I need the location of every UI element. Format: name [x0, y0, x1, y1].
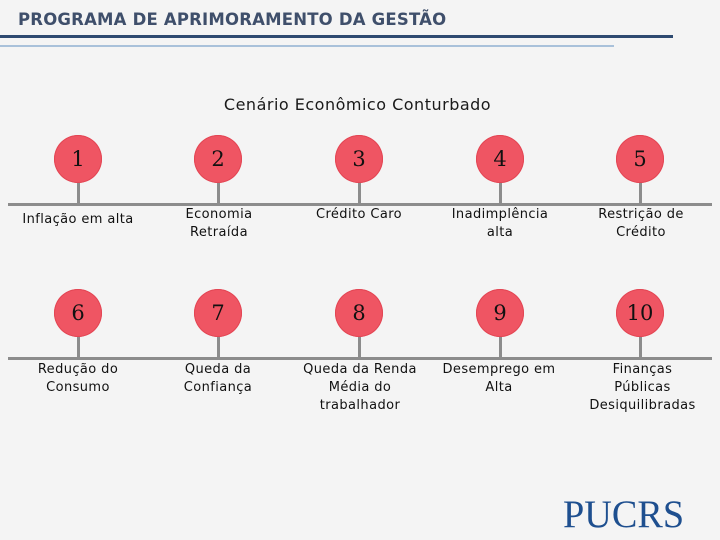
step-10-circle: 10 [616, 289, 664, 337]
stem-1 [77, 180, 80, 204]
timeline-line-row-1 [8, 203, 712, 206]
step-9-circle: 9 [476, 289, 524, 337]
stem-2 [217, 180, 220, 204]
step-4-circle: 4 [476, 135, 524, 183]
stem-9 [499, 334, 502, 358]
step-7-circle: 7 [194, 289, 242, 337]
stem-5 [639, 180, 642, 204]
header-rule-dark [0, 35, 673, 38]
step-4-label: Inadimplência alta [451, 207, 549, 240]
step-6-label: Redução do Consumo [37, 362, 119, 395]
step-2-label: Economia Retraída [185, 207, 253, 240]
step-9-label: Desemprego em Alta [442, 362, 556, 395]
stem-7 [217, 334, 220, 358]
step-1-label: Inflação em alta [22, 212, 134, 227]
pucrs-logo: PUCRS [563, 493, 685, 536]
stem-3 [358, 180, 361, 204]
step-10-label: Finanças Públicas Desiquilibradas [589, 362, 696, 413]
stem-10 [639, 334, 642, 358]
slide-subtitle: Cenário Econômico Conturbado [223, 95, 492, 114]
header-rule-light [0, 45, 614, 47]
step-7-label: Queda da Confiança [183, 362, 253, 395]
step-8-label: Queda da Renda Média do trabalhador [303, 362, 417, 413]
stem-4 [499, 180, 502, 204]
step-3-circle: 3 [335, 135, 383, 183]
step-1-circle: 1 [54, 135, 102, 183]
step-6-circle: 6 [54, 289, 102, 337]
step-3-label: Crédito Caro [315, 207, 403, 222]
timeline-line-row-2 [8, 357, 712, 360]
step-5-label: Restrição de Crédito [598, 207, 684, 240]
stem-6 [77, 334, 80, 358]
step-8-circle: 8 [335, 289, 383, 337]
step-2-circle: 2 [194, 135, 242, 183]
step-5-circle: 5 [616, 135, 664, 183]
header-title: PROGRAMA DE APRIMORAMENTO DA GESTÃO [18, 10, 447, 29]
stem-8 [358, 334, 361, 358]
